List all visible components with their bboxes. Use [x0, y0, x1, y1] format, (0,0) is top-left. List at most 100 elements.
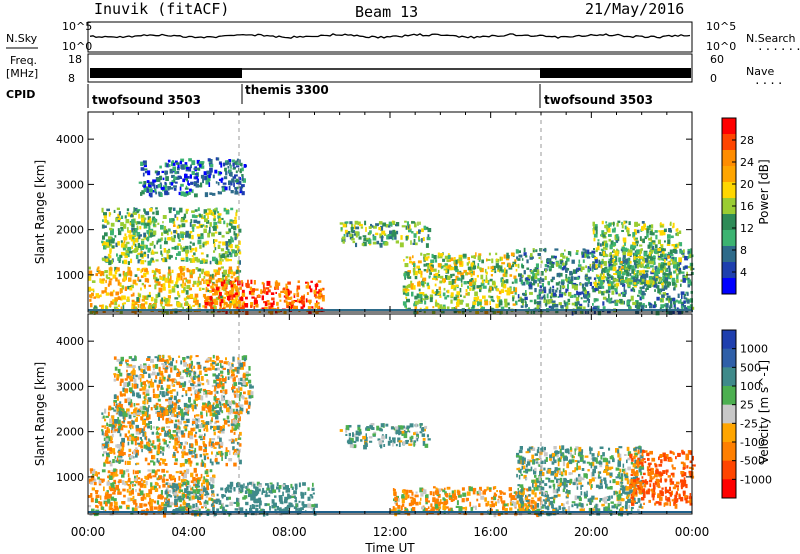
echo-cell — [644, 281, 647, 287]
echo-cell — [236, 158, 239, 162]
echo-cell — [280, 290, 284, 293]
echo-cell — [407, 288, 410, 292]
echo-cell — [192, 224, 196, 227]
echo-cell — [194, 404, 197, 409]
echo-cell — [612, 259, 617, 263]
echo-cell — [127, 227, 129, 232]
echo-cell — [163, 513, 167, 518]
echo-cell — [156, 372, 160, 376]
echo-cell — [645, 280, 650, 284]
echo-cell — [180, 479, 185, 483]
echo-cell — [203, 209, 208, 214]
echo-cell — [509, 274, 513, 277]
echo-cell — [611, 258, 614, 263]
echo-cell — [687, 266, 691, 269]
echo-cell — [524, 304, 527, 308]
echo-cell — [117, 217, 121, 221]
echo-cell — [113, 508, 116, 513]
echo-cell — [668, 268, 671, 273]
echo-cell — [99, 294, 102, 298]
echo-cell — [184, 173, 188, 179]
echo-cell — [221, 235, 225, 238]
echo-cell — [95, 494, 100, 498]
echo-cell — [432, 306, 435, 309]
echo-cell — [211, 211, 215, 216]
echo-cell — [244, 357, 247, 362]
echo-cell — [251, 385, 254, 389]
echo-cell — [404, 273, 407, 278]
echo-cell — [204, 192, 209, 198]
echo-cell — [591, 286, 594, 290]
echo-cell — [126, 373, 129, 379]
echo-cell — [143, 480, 146, 484]
echo-cell — [202, 305, 205, 308]
echo-cell — [583, 294, 588, 299]
echo-cell — [177, 496, 181, 501]
echo-cell — [220, 281, 224, 287]
echo-cell — [231, 299, 236, 304]
echo-cell — [447, 289, 450, 294]
echo-cell — [118, 505, 123, 509]
echo-cell — [135, 221, 138, 225]
echo-cell — [151, 305, 155, 309]
echo-cell — [608, 262, 612, 268]
echo-cell — [144, 423, 147, 428]
echo-cell — [476, 274, 479, 278]
echo-cell — [132, 390, 135, 393]
echo-cell — [145, 393, 150, 396]
echo-cell — [621, 266, 625, 269]
echo-cell — [177, 251, 181, 256]
echo-cell — [233, 390, 236, 396]
echo-cell — [106, 276, 111, 280]
echo-cell — [661, 283, 664, 289]
echo-cell — [641, 225, 645, 229]
echo-cell — [183, 412, 188, 416]
echo-cell — [655, 271, 659, 276]
echo-cell — [228, 278, 230, 281]
echo-cell — [190, 375, 193, 379]
echo-cell — [479, 289, 482, 293]
echo-cell — [134, 274, 138, 277]
echo-cell — [262, 290, 265, 294]
echo-cell — [212, 354, 215, 359]
echo-cell — [193, 280, 197, 285]
echo-cell — [159, 299, 164, 305]
echo-cell — [686, 292, 689, 296]
echo-cell — [103, 451, 107, 454]
echo-cell — [563, 264, 567, 270]
echo-cell — [502, 283, 507, 289]
echo-cell — [161, 253, 164, 257]
echo-cell — [576, 276, 580, 280]
echo-cell — [345, 221, 349, 224]
echo-cell — [204, 175, 208, 181]
echo-cell — [185, 393, 188, 397]
echo-cell — [129, 365, 134, 368]
echo-cell — [599, 252, 602, 256]
echo-cell — [126, 296, 130, 302]
echo-cell — [665, 269, 669, 272]
echo-cell — [664, 274, 668, 280]
echo-cell — [154, 356, 158, 359]
echo-cell — [135, 436, 138, 441]
echo-cell — [630, 244, 634, 248]
echo-cell — [181, 511, 184, 515]
echo-cell — [524, 293, 527, 297]
echo-cell — [626, 271, 630, 277]
echo-cell — [112, 299, 115, 303]
echo-cell — [144, 296, 147, 299]
echo-cell — [158, 271, 161, 275]
echo-cell — [183, 213, 187, 219]
echo-cell — [153, 276, 156, 280]
echo-cell — [180, 360, 183, 365]
echo-cell — [311, 504, 316, 508]
echo-cell — [317, 295, 322, 299]
echo-cell — [351, 230, 356, 234]
echo-cell — [503, 273, 508, 278]
echo-cell — [201, 216, 205, 220]
freq-tick-bottom: 8 — [68, 72, 75, 85]
echo-cell — [184, 162, 188, 167]
echo-cell — [643, 252, 648, 257]
echo-cell — [152, 485, 156, 490]
echo-cell — [101, 425, 105, 428]
echo-cell — [517, 294, 520, 299]
